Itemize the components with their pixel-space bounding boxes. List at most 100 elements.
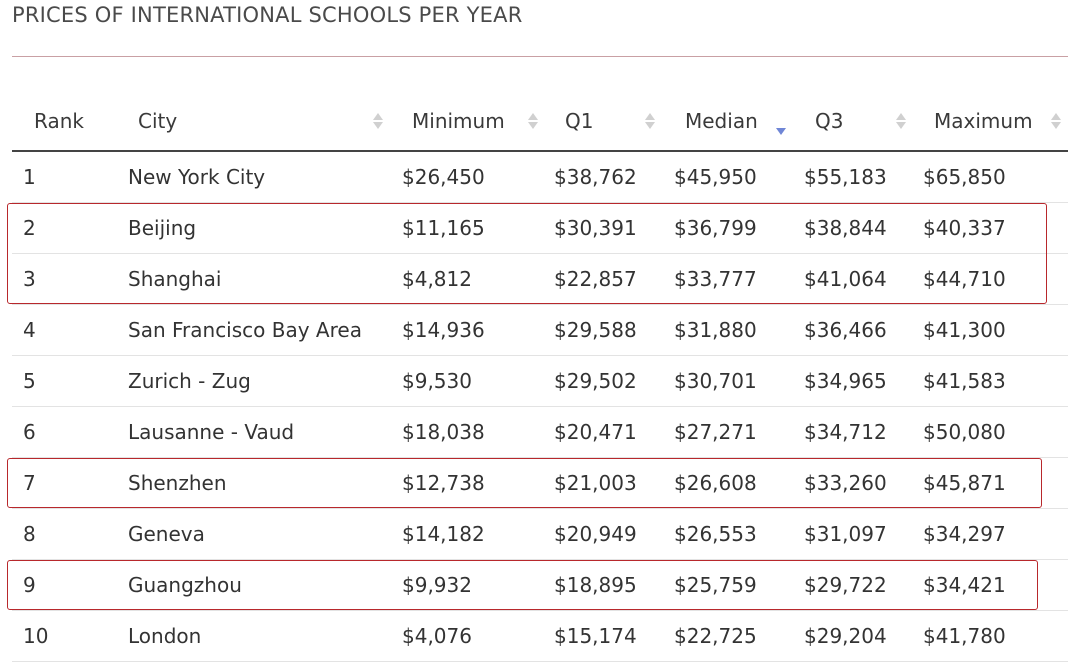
cell-q1: $18,895 bbox=[542, 559, 662, 611]
column-header-rank: Rank bbox=[12, 92, 117, 152]
cell-rank: 7 bbox=[12, 457, 117, 509]
column-header-minimum[interactable]: Minimum bbox=[390, 92, 542, 152]
column-header-label: Q3 bbox=[815, 109, 844, 133]
cell-city: London bbox=[117, 610, 390, 662]
sort-toggle-icon[interactable] bbox=[645, 111, 655, 131]
table-row: 4 San Francisco Bay Area $14,936 $29,588 $31… bbox=[12, 304, 1068, 356]
cell-rank: 8 bbox=[12, 508, 117, 560]
cell-q1: $29,502 bbox=[542, 355, 662, 407]
cell-minimum: $14,936 bbox=[390, 304, 542, 356]
cell-minimum: $26,450 bbox=[390, 151, 542, 203]
cell-median: $45,950 bbox=[662, 151, 792, 203]
table-row: 10 London $4,076 $15,174 $22,725 $29,204 $41,7… bbox=[12, 610, 1068, 662]
table-row: 8 Geneva $14,182 $20,949 $26,553 $31,097 $34,2… bbox=[12, 508, 1068, 560]
cell-minimum: $9,932 bbox=[390, 559, 542, 611]
cell-q3: $55,183 bbox=[792, 151, 912, 203]
cell-maximum: $44,710 bbox=[912, 253, 1068, 305]
cell-city: Shanghai bbox=[117, 253, 390, 305]
cell-q1: $20,949 bbox=[542, 508, 662, 560]
cell-rank: 4 bbox=[12, 304, 117, 356]
cell-maximum: $50,080 bbox=[912, 406, 1068, 458]
cell-minimum: $11,165 bbox=[390, 202, 542, 254]
column-header-median[interactable]: Median bbox=[662, 92, 792, 152]
sort-toggle-icon[interactable] bbox=[373, 111, 383, 131]
title-divider bbox=[12, 56, 1068, 57]
cell-rank: 9 bbox=[12, 559, 117, 611]
cell-median: $36,799 bbox=[662, 202, 792, 254]
cell-maximum: $41,583 bbox=[912, 355, 1068, 407]
cell-maximum: $34,421 bbox=[912, 559, 1068, 611]
cell-q3: $34,712 bbox=[792, 406, 912, 458]
sort-toggle-icon[interactable] bbox=[896, 111, 906, 131]
column-header-label: Maximum bbox=[934, 109, 1033, 133]
cell-rank: 1 bbox=[12, 151, 117, 203]
column-header-label: Q1 bbox=[565, 109, 594, 133]
cell-city: Beijing bbox=[117, 202, 390, 254]
cell-q1: $21,003 bbox=[542, 457, 662, 509]
table-row: 5 Zurich - Zug $9,530 $29,502 $30,701 $34,965… bbox=[12, 355, 1068, 407]
cell-maximum: $45,871 bbox=[912, 457, 1068, 509]
column-header-label: Minimum bbox=[412, 109, 505, 133]
cell-city: Shenzhen bbox=[117, 457, 390, 509]
cell-rank: 3 bbox=[12, 253, 117, 305]
column-header-label: Median bbox=[685, 109, 758, 133]
cell-median: $26,553 bbox=[662, 508, 792, 560]
sort-toggle-icon[interactable] bbox=[528, 111, 538, 131]
table-row: 3 Shanghai $4,812 $22,857 $33,777 $41,064 $44,… bbox=[12, 253, 1068, 305]
cell-q1: $38,762 bbox=[542, 151, 662, 203]
cell-maximum: $40,337 bbox=[912, 202, 1068, 254]
table-row: 7 Shenzhen $12,738 $21,003 $26,608 $33,260 $45… bbox=[12, 457, 1068, 509]
column-header-city[interactable]: City bbox=[117, 92, 390, 152]
cell-q3: $33,260 bbox=[792, 457, 912, 509]
cell-maximum: $34,297 bbox=[912, 508, 1068, 560]
cell-q3: $36,466 bbox=[792, 304, 912, 356]
cell-q1: $30,391 bbox=[542, 202, 662, 254]
cell-q1: $29,588 bbox=[542, 304, 662, 356]
cell-minimum: $4,812 bbox=[390, 253, 542, 305]
cell-minimum: $14,182 bbox=[390, 508, 542, 560]
cell-maximum: $65,850 bbox=[912, 151, 1068, 203]
column-header-label: Rank bbox=[34, 109, 84, 133]
cell-median: $33,777 bbox=[662, 253, 792, 305]
cell-median: $22,725 bbox=[662, 610, 792, 662]
cell-median: $25,759 bbox=[662, 559, 792, 611]
sort-toggle-icon[interactable] bbox=[1051, 111, 1061, 131]
schools-price-table: Rank City Minimum Q1 Median bbox=[12, 92, 1068, 662]
cell-median: $27,271 bbox=[662, 406, 792, 458]
sort-descending-icon[interactable] bbox=[776, 111, 786, 135]
cell-q3: $31,097 bbox=[792, 508, 912, 560]
cell-q1: $22,857 bbox=[542, 253, 662, 305]
cell-city: Lausanne - Vaud bbox=[117, 406, 390, 458]
cell-city: New York City bbox=[117, 151, 390, 203]
cell-q3: $29,722 bbox=[792, 559, 912, 611]
cell-q3: $29,204 bbox=[792, 610, 912, 662]
cell-city: Guangzhou bbox=[117, 559, 390, 611]
cell-q3: $38,844 bbox=[792, 202, 912, 254]
cell-rank: 2 bbox=[12, 202, 117, 254]
table-row: 2 Beijing $11,165 $30,391 $36,799 $38,844 $40,… bbox=[12, 202, 1068, 254]
cell-maximum: $41,780 bbox=[912, 610, 1068, 662]
cell-rank: 10 bbox=[12, 610, 117, 662]
table-row: 1 New York City $26,450 $38,762 $45,950 $55,1… bbox=[12, 151, 1068, 203]
cell-q1: $20,471 bbox=[542, 406, 662, 458]
schools-price-table-container: Rank City Minimum Q1 Median bbox=[12, 92, 1068, 662]
page-title: PRICES OF INTERNATIONAL SCHOOLS PER YEAR bbox=[12, 3, 523, 27]
cell-minimum: $4,076 bbox=[390, 610, 542, 662]
table-header-row: Rank City Minimum Q1 Median bbox=[12, 92, 1068, 152]
cell-city: Geneva bbox=[117, 508, 390, 560]
cell-city: San Francisco Bay Area bbox=[117, 304, 390, 356]
column-header-q3[interactable]: Q3 bbox=[792, 92, 912, 152]
table-row: 6 Lausanne - Vaud $18,038 $20,471 $27,271 $34… bbox=[12, 406, 1068, 458]
column-header-q1[interactable]: Q1 bbox=[542, 92, 662, 152]
column-header-maximum[interactable]: Maximum bbox=[912, 92, 1068, 152]
cell-median: $30,701 bbox=[662, 355, 792, 407]
cell-q3: $34,965 bbox=[792, 355, 912, 407]
cell-rank: 6 bbox=[12, 406, 117, 458]
cell-minimum: $9,530 bbox=[390, 355, 542, 407]
cell-rank: 5 bbox=[12, 355, 117, 407]
cell-q1: $15,174 bbox=[542, 610, 662, 662]
cell-maximum: $41,300 bbox=[912, 304, 1068, 356]
cell-city: Zurich - Zug bbox=[117, 355, 390, 407]
cell-median: $26,608 bbox=[662, 457, 792, 509]
cell-q3: $41,064 bbox=[792, 253, 912, 305]
